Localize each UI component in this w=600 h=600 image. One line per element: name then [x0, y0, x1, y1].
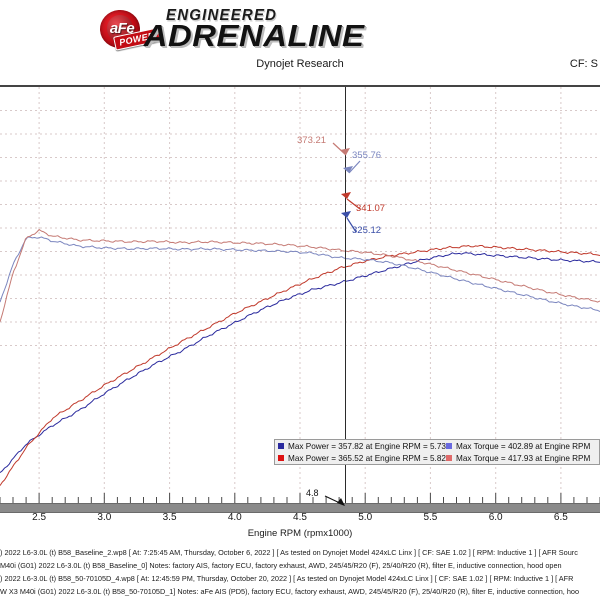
legend-column-power: Max Power = 357.82 at Engine RPM = 5.73 …	[275, 440, 446, 464]
annotation-arrows	[332, 142, 361, 233]
annotation-label-power-afe: 341.07	[356, 203, 386, 214]
tagline-engineered: ENGINEERED	[166, 6, 278, 25]
afe-power-logo: aFe POWER	[98, 8, 161, 51]
run-info-footer: ) 2022 L6-3.0L (t) B58_Baseline_2.wp8 [ …	[0, 546, 600, 600]
x-tick-label: 4.5	[293, 512, 307, 523]
x-axis-bar	[0, 503, 600, 513]
x-axis-title: Engine RPM (rpmx1000)	[247, 528, 353, 539]
annotation-label-torque-baseline: 355.76	[352, 150, 382, 161]
legend-item: Max Power = 365.52 at Engine RPM = 5.82	[278, 452, 446, 464]
legend-label-torque-baseline: Max Torque = 402.89 at Engine RPM	[456, 441, 591, 451]
x-tick-label: 6.0	[488, 512, 503, 523]
x-tick-label: 3.5	[162, 512, 177, 523]
x-tick-label: 5.5	[423, 512, 438, 523]
footer-line-4: W X3 M40i (G01) 2022 L6-3.0L (t) B58_50-…	[0, 587, 580, 596]
chart-legend: Max Power = 357.82 at Engine RPM = 5.73 …	[274, 439, 600, 465]
footer-line-3: ) 2022 L6-3.0L (t) B58_50-70105D_4.wp8 […	[0, 574, 574, 583]
chart-subtitle: Dynojet Research	[256, 58, 344, 70]
legend-item: Max Power = 357.82 at Engine RPM = 5.73	[278, 440, 446, 452]
x-axis-tick-labels: 2.5 3.0 3.5 4.0 4.5 5.0 5.5 6.0 6.5	[0, 512, 600, 526]
annotation-label-power-baseline: 325.12	[352, 225, 382, 236]
legend-item: Max Torque = 402.89 at Engine RPM	[446, 440, 596, 452]
cursor-value-label: 4.8	[306, 488, 319, 498]
legend-label-power-baseline: Max Power = 357.82 at Engine RPM = 5.73	[288, 441, 446, 451]
annotation-label-torque-afe: 373.21	[297, 135, 327, 146]
x-tick-label: 5.0	[358, 512, 373, 523]
cf-label: CF: S	[569, 58, 598, 70]
legend-label-power-afe: Max Power = 365.52 at Engine RPM = 5.82	[288, 453, 446, 463]
footer-line-2: M40i (G01) 2022 L6-3.0L (t) B58_Baseline…	[0, 561, 562, 570]
plot-curves	[0, 229, 600, 486]
x-tick-label: 4.0	[227, 512, 242, 523]
page-header: aFe POWER ENGINEERED ADRENALINE	[0, 0, 600, 53]
cursor-line[interactable]	[345, 87, 346, 505]
plot-area: 373.21 355.76 341.07 325.12 Max Power = …	[0, 85, 600, 505]
legend-swatch-torque-afe	[446, 455, 452, 461]
x-tick-label: 6.5	[553, 512, 568, 523]
tagline-adrenaline: ADRENALINE	[143, 18, 365, 53]
legend-column-torque: Max Torque = 402.89 at Engine RPM Max To…	[443, 440, 599, 464]
plot-gridlines	[0, 87, 600, 505]
x-tick-label: 3.0	[97, 512, 112, 523]
cursor-arrow-icon	[324, 495, 345, 506]
legend-swatch-power-baseline	[278, 443, 284, 449]
legend-swatch-power-afe	[278, 455, 284, 461]
footer-line-1: ) 2022 L6-3.0L (t) B58_Baseline_2.wp8 [ …	[0, 548, 578, 557]
x-axis-ticks	[0, 493, 600, 503]
x-tick-label: 2.5	[32, 512, 47, 523]
legend-item: Max Torque = 417.93 at Engine RPM	[446, 452, 596, 464]
legend-label-torque-afe: Max Torque = 417.93 at Engine RPM	[456, 453, 591, 463]
legend-swatch-torque-baseline	[446, 443, 452, 449]
